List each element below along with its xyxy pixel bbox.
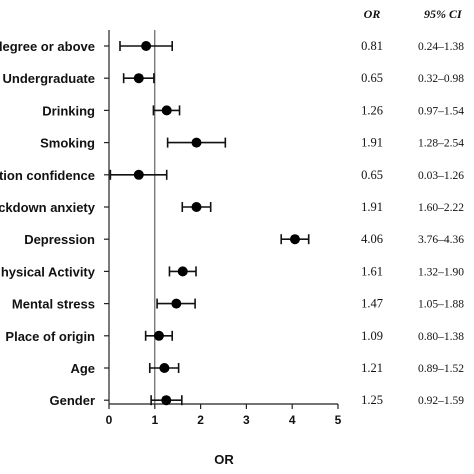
row-label: tion confidence (0, 168, 95, 183)
x-tick-label: 3 (243, 413, 250, 427)
ci-value: 0.89–1.52 (418, 363, 464, 375)
ci-value: 1.60–2.22 (418, 202, 464, 214)
forest-row: Place of origin 1.09 0.80–1.38 (5, 329, 464, 344)
ci-value: 0.92–1.59 (418, 395, 464, 407)
row-label: Drinking (42, 103, 95, 118)
or-value: 0.81 (361, 39, 383, 53)
row-label: Place of origin (5, 329, 95, 344)
x-tick-label: 5 (335, 413, 342, 427)
ci-value: 0.80–1.38 (418, 331, 464, 343)
x-tick-label: 4 (289, 413, 296, 427)
forest-row: Gender 1.25 0.92–1.59 (49, 393, 464, 408)
row-label: degree or above (0, 39, 95, 54)
or-column-header: OR (364, 7, 381, 21)
or-point (161, 105, 172, 116)
or-value: 1.61 (361, 264, 383, 278)
or-value: 1.09 (361, 329, 383, 343)
or-value: 0.65 (361, 71, 383, 85)
row-label: hysical Activity (1, 264, 96, 279)
ci-value: 1.32–1.90 (418, 266, 464, 278)
row-label: Mental stress (12, 297, 95, 312)
forest-row: Smoking 1.91 1.28–2.54 (40, 136, 464, 151)
forest-row: hysical Activity 1.61 1.32–1.90 (1, 264, 464, 279)
or-value: 1.47 (361, 297, 383, 311)
ci-value: 0.03–1.26 (418, 170, 464, 182)
or-value: 1.25 (361, 393, 383, 407)
or-value: 1.21 (361, 361, 383, 375)
or-point (171, 298, 182, 309)
forest-row: Depression 4.06 3.76–4.36 (24, 232, 464, 247)
x-axis-label: OR (214, 452, 234, 467)
row-label: Smoking (40, 136, 95, 151)
ci-value: 0.97–1.54 (418, 105, 464, 117)
x-tick-label: 0 (106, 413, 113, 427)
or-value: 0.65 (361, 168, 383, 182)
or-value: 4.06 (361, 232, 383, 246)
forest-row: tion confidence 0.65 0.03–1.26 (0, 168, 464, 183)
row-label: Depression (24, 232, 95, 247)
ci-value: 0.32–0.98 (418, 73, 464, 85)
ci-value: 3.76–4.36 (418, 234, 464, 246)
or-value: 1.91 (361, 136, 383, 150)
or-point (177, 266, 188, 277)
forest-row: Drinking 1.26 0.97–1.54 (42, 103, 464, 118)
or-point (159, 363, 170, 373)
x-tick-label: 1 (151, 413, 158, 427)
x-tick-label: 2 (197, 413, 204, 427)
or-point (289, 234, 300, 245)
ci-value: 1.28–2.54 (418, 138, 464, 150)
forest-row: degree or above 0.81 0.24–1.38 (0, 39, 464, 54)
ci-value: 0.24–1.38 (418, 41, 464, 53)
or-value: 1.91 (361, 200, 383, 214)
or-point (141, 41, 152, 51)
row-label: Gender (49, 393, 95, 408)
or-point (153, 330, 164, 341)
or-value: 1.26 (361, 103, 383, 117)
forest-row: ckdown anxiety 1.91 1.60–2.22 (0, 200, 464, 215)
ci-column-header: 95% CI (424, 7, 463, 21)
or-point (191, 202, 202, 212)
or-point (161, 395, 172, 406)
row-label: Age (70, 361, 95, 376)
forest-row: Age 1.21 0.89–1.52 (70, 361, 464, 376)
ci-value: 1.05–1.88 (418, 299, 464, 311)
row-label: ckdown anxiety (0, 200, 96, 215)
forest-row: Undergraduate 0.65 0.32–0.98 (3, 71, 465, 86)
forest-row: Mental stress 1.47 1.05–1.88 (12, 297, 464, 312)
or-point (133, 73, 144, 84)
or-point (191, 137, 202, 148)
or-point (133, 169, 144, 180)
row-label: Undergraduate (3, 71, 95, 86)
